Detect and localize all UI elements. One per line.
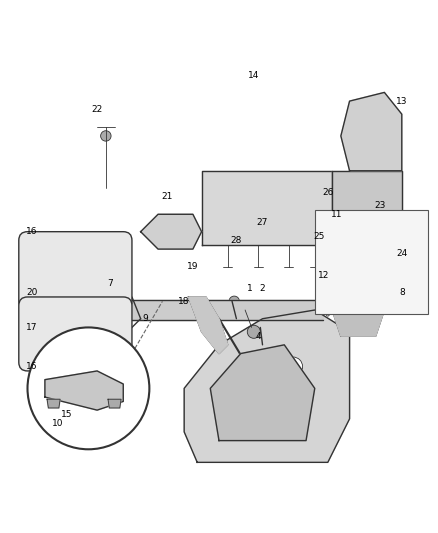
Polygon shape [332, 171, 402, 245]
Circle shape [41, 284, 97, 341]
Circle shape [55, 298, 83, 326]
Text: 8: 8 [399, 288, 405, 297]
Ellipse shape [360, 265, 370, 277]
Text: 11: 11 [331, 210, 342, 219]
Text: 16: 16 [26, 362, 38, 371]
Text: 22: 22 [92, 106, 103, 114]
FancyBboxPatch shape [19, 297, 132, 371]
Polygon shape [341, 92, 402, 171]
Text: 13: 13 [396, 96, 407, 106]
Circle shape [101, 131, 111, 141]
Circle shape [292, 187, 303, 198]
Text: 14: 14 [248, 70, 259, 79]
Polygon shape [184, 310, 350, 462]
Circle shape [28, 327, 149, 449]
Ellipse shape [103, 382, 109, 386]
Circle shape [160, 221, 182, 243]
Text: 12: 12 [318, 271, 329, 280]
FancyBboxPatch shape [315, 210, 428, 314]
Circle shape [64, 307, 74, 318]
Circle shape [223, 187, 233, 198]
Circle shape [283, 357, 303, 376]
Text: 21: 21 [161, 192, 173, 201]
Text: 15: 15 [61, 410, 72, 419]
Circle shape [223, 218, 233, 228]
Ellipse shape [81, 382, 87, 386]
Text: 25: 25 [314, 231, 325, 240]
Text: 16: 16 [26, 227, 38, 236]
Text: 27: 27 [257, 219, 268, 228]
Circle shape [229, 296, 240, 306]
Text: 26: 26 [322, 188, 333, 197]
Text: 19: 19 [187, 262, 199, 271]
Text: 17: 17 [26, 323, 38, 332]
Circle shape [257, 218, 268, 228]
Polygon shape [332, 284, 385, 336]
Polygon shape [210, 345, 315, 441]
Polygon shape [108, 399, 121, 408]
Polygon shape [45, 371, 123, 410]
Ellipse shape [358, 245, 371, 262]
Polygon shape [141, 214, 201, 249]
Text: 1: 1 [247, 284, 252, 293]
Text: 24: 24 [396, 249, 407, 258]
Circle shape [289, 362, 297, 371]
Text: 7: 7 [107, 279, 113, 288]
FancyBboxPatch shape [19, 232, 132, 310]
Text: 20: 20 [26, 288, 38, 297]
Text: 18: 18 [178, 297, 190, 306]
Ellipse shape [60, 382, 65, 386]
Circle shape [247, 325, 260, 338]
Text: 10: 10 [52, 419, 64, 427]
Text: 4: 4 [255, 332, 261, 341]
Polygon shape [47, 399, 60, 408]
Polygon shape [188, 297, 228, 353]
Polygon shape [201, 171, 332, 245]
Text: 28: 28 [231, 236, 242, 245]
Text: 2: 2 [260, 284, 265, 293]
Circle shape [292, 218, 303, 228]
Text: 9: 9 [142, 314, 148, 323]
Text: 23: 23 [374, 201, 386, 210]
Circle shape [257, 187, 268, 198]
